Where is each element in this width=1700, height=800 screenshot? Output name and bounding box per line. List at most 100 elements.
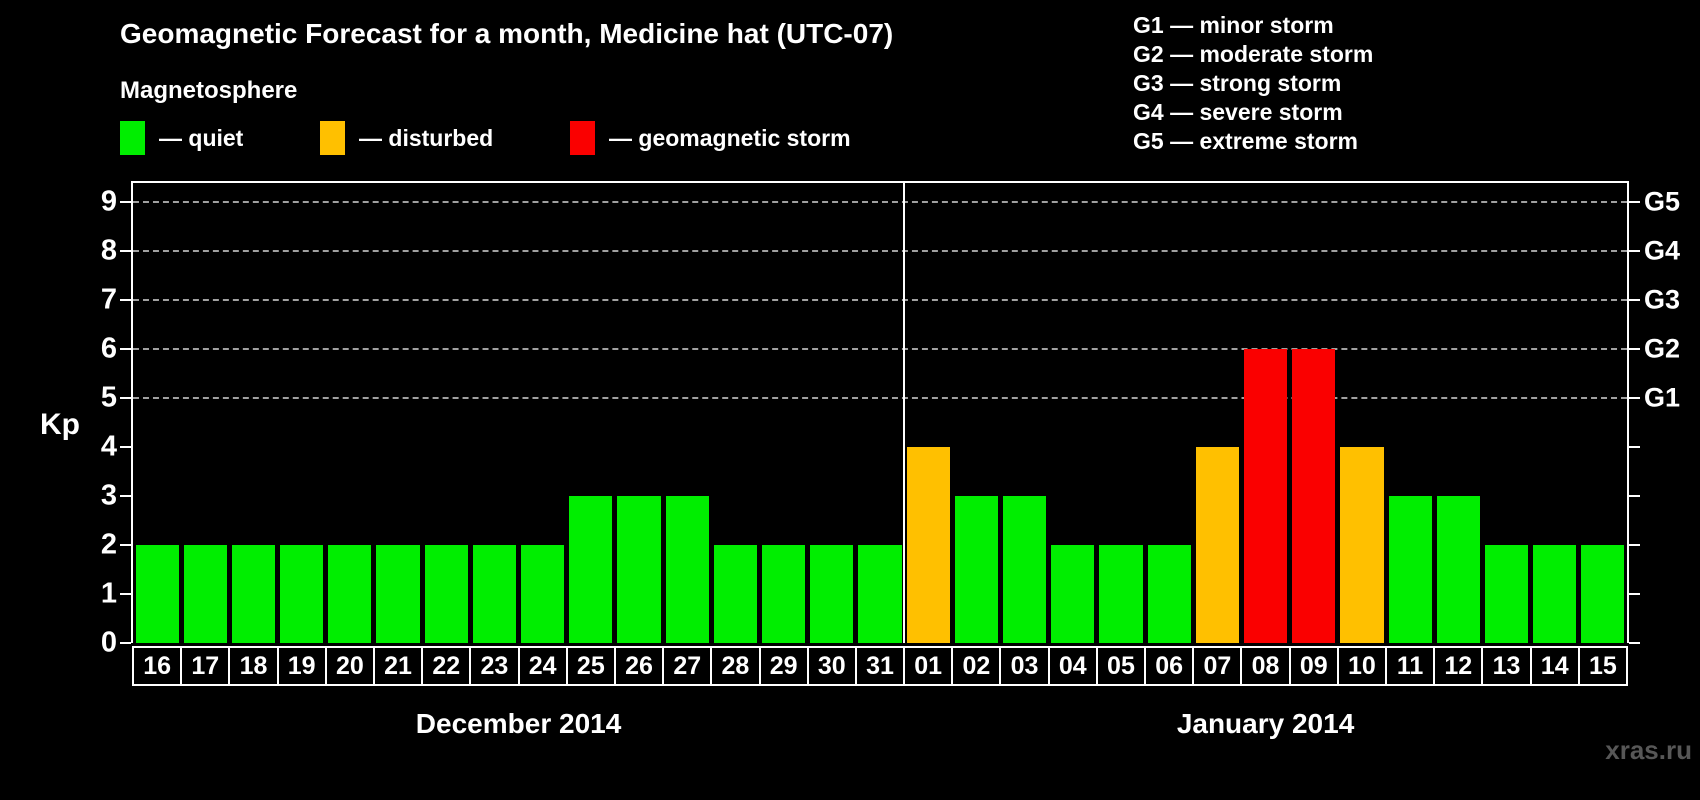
day-label-05: 05 — [1095, 646, 1147, 686]
day-label-27: 27 — [662, 646, 713, 686]
g-scale-legend: G1 — minor storm G2 — moderate storm G3 — … — [1133, 11, 1373, 156]
bar-day-23-kp2 — [472, 545, 517, 643]
bar-day-28-kp2 — [713, 545, 757, 643]
magnetosphere-label: Magnetosphere — [120, 77, 298, 104]
day-label-09: 09 — [1288, 646, 1339, 686]
y-axis-label-2: 2 — [100, 528, 117, 561]
bar-day-07-kp4 — [1195, 447, 1239, 643]
bar-day-10-kp4 — [1340, 447, 1384, 643]
y-tick-left-4 — [120, 446, 131, 448]
bar-day-17-kp2 — [183, 545, 227, 643]
month-label-december: December 2014 — [415, 708, 622, 739]
bar-day-25-kp3 — [569, 496, 613, 643]
day-label-01: 01 — [903, 646, 954, 686]
y-tick-right-1 — [1629, 593, 1640, 595]
day-label-20: 20 — [324, 646, 375, 686]
g-axis-label-g5: G5 — [1644, 186, 1681, 217]
bar-day-05-kp2 — [1099, 545, 1143, 643]
day-label-07: 07 — [1192, 646, 1243, 686]
y-tick-right-8 — [1629, 250, 1640, 252]
y-tick-left-1 — [120, 593, 131, 595]
y-tick-left-7 — [120, 299, 131, 301]
legend-swatch-disturbed — [320, 121, 345, 155]
y-axis-label-7: 7 — [100, 283, 117, 316]
bar-day-15-kp2 — [1581, 545, 1625, 643]
day-axis: 16 17 18 19 20 21 22 23 24 25 26 27 28 29 30 31 01 02 03 04… — [132, 646, 1628, 686]
y-tick-right-2 — [1629, 544, 1640, 546]
day-label-28: 28 — [710, 646, 761, 686]
day-label-15: 15 — [1577, 646, 1628, 686]
day-label-18: 18 — [228, 646, 279, 686]
y-tick-right-6 — [1629, 348, 1640, 350]
day-label-24: 24 — [517, 646, 568, 686]
gridline-kp6 — [133, 348, 1627, 350]
y-tick-left-5 — [120, 397, 131, 399]
day-label-22: 22 — [421, 646, 472, 686]
bar-day-02-kp3 — [954, 496, 998, 643]
bar-day-04-kp2 — [1051, 545, 1095, 643]
day-label-19: 19 — [276, 646, 327, 686]
month-separator — [903, 183, 906, 643]
g-legend-line-g1: G1 — minor storm — [1133, 12, 1334, 38]
bar-day-31-kp2 — [858, 545, 902, 643]
g-axis-label-g2: G2 — [1644, 333, 1681, 364]
plot-border-top — [131, 181, 1629, 183]
bar-day-13-kp2 — [1484, 545, 1529, 643]
magnetosphere-legend: — quiet — disturbed — geomagnetic storm — [120, 120, 900, 156]
legend-item-disturbed: — disturbed — [320, 120, 493, 156]
day-label-21: 21 — [372, 646, 424, 686]
bar-day-29-kp2 — [762, 545, 806, 643]
day-label-17: 17 — [180, 646, 231, 686]
bar-day-26-kp3 — [617, 496, 661, 643]
day-label-25: 25 — [565, 646, 616, 686]
day-label-23: 23 — [469, 646, 520, 686]
legend-swatch-quiet — [120, 121, 145, 155]
y-axis-label-6: 6 — [100, 332, 117, 365]
y-axis-label-0: 0 — [100, 626, 117, 659]
y-tick-left-8 — [120, 250, 131, 252]
day-label-30: 30 — [806, 646, 857, 686]
bar-day-21-kp2 — [376, 545, 420, 643]
plot-border-right — [1627, 181, 1629, 643]
g-legend-line-g2: G2 — moderate storm — [1133, 41, 1374, 67]
y-tick-left-6 — [120, 348, 131, 350]
day-label-02: 02 — [951, 646, 1002, 686]
day-label-13: 13 — [1481, 646, 1532, 686]
bar-day-01-kp4 — [906, 447, 950, 643]
bar-day-03-kp3 — [1002, 496, 1047, 643]
day-label-31: 31 — [854, 646, 906, 686]
day-label-08: 08 — [1240, 646, 1291, 686]
legend-swatch-storm — [570, 121, 595, 155]
day-label-06: 06 — [1144, 646, 1195, 686]
bar-day-12-kp3 — [1436, 496, 1480, 643]
gridline-kp9 — [133, 201, 1627, 203]
y-axis-label-8: 8 — [100, 234, 117, 267]
y-tick-right-5 — [1629, 397, 1640, 399]
bar-day-11-kp3 — [1388, 496, 1432, 643]
legend-label-disturbed: — disturbed — [359, 124, 494, 151]
y-tick-left-2 — [120, 544, 131, 546]
y-axis-label-4: 4 — [100, 430, 117, 463]
bar-day-30-kp2 — [810, 545, 854, 643]
y-tick-left-9 — [120, 201, 131, 203]
y-axis-label-1: 1 — [100, 577, 117, 610]
y-tick-left-3 — [120, 495, 131, 497]
page-title: Geomagnetic Forecast for a month, Medici… — [120, 18, 894, 49]
y-tick-right-7 — [1629, 299, 1640, 301]
month-label-january: January 2014 — [1176, 708, 1355, 739]
g-legend-line-g4: G4 — severe storm — [1133, 99, 1343, 125]
bar-day-16-kp2 — [135, 545, 179, 643]
bar-day-09-kp6 — [1292, 349, 1336, 643]
gridline-kp7 — [133, 299, 1627, 301]
y-axis-label-5: 5 — [100, 381, 117, 414]
y-axis-label-3: 3 — [100, 479, 117, 512]
y-tick-right-9 — [1629, 201, 1640, 203]
plot-area — [120, 181, 1640, 644]
g-axis-label-g4: G4 — [1644, 235, 1681, 266]
bar-day-27-kp3 — [665, 496, 709, 643]
bar-day-08-kp6 — [1243, 349, 1288, 643]
y-tick-right-3 — [1629, 495, 1640, 497]
y-tick-right-4 — [1629, 446, 1640, 448]
gridline-kp5 — [133, 397, 1627, 399]
